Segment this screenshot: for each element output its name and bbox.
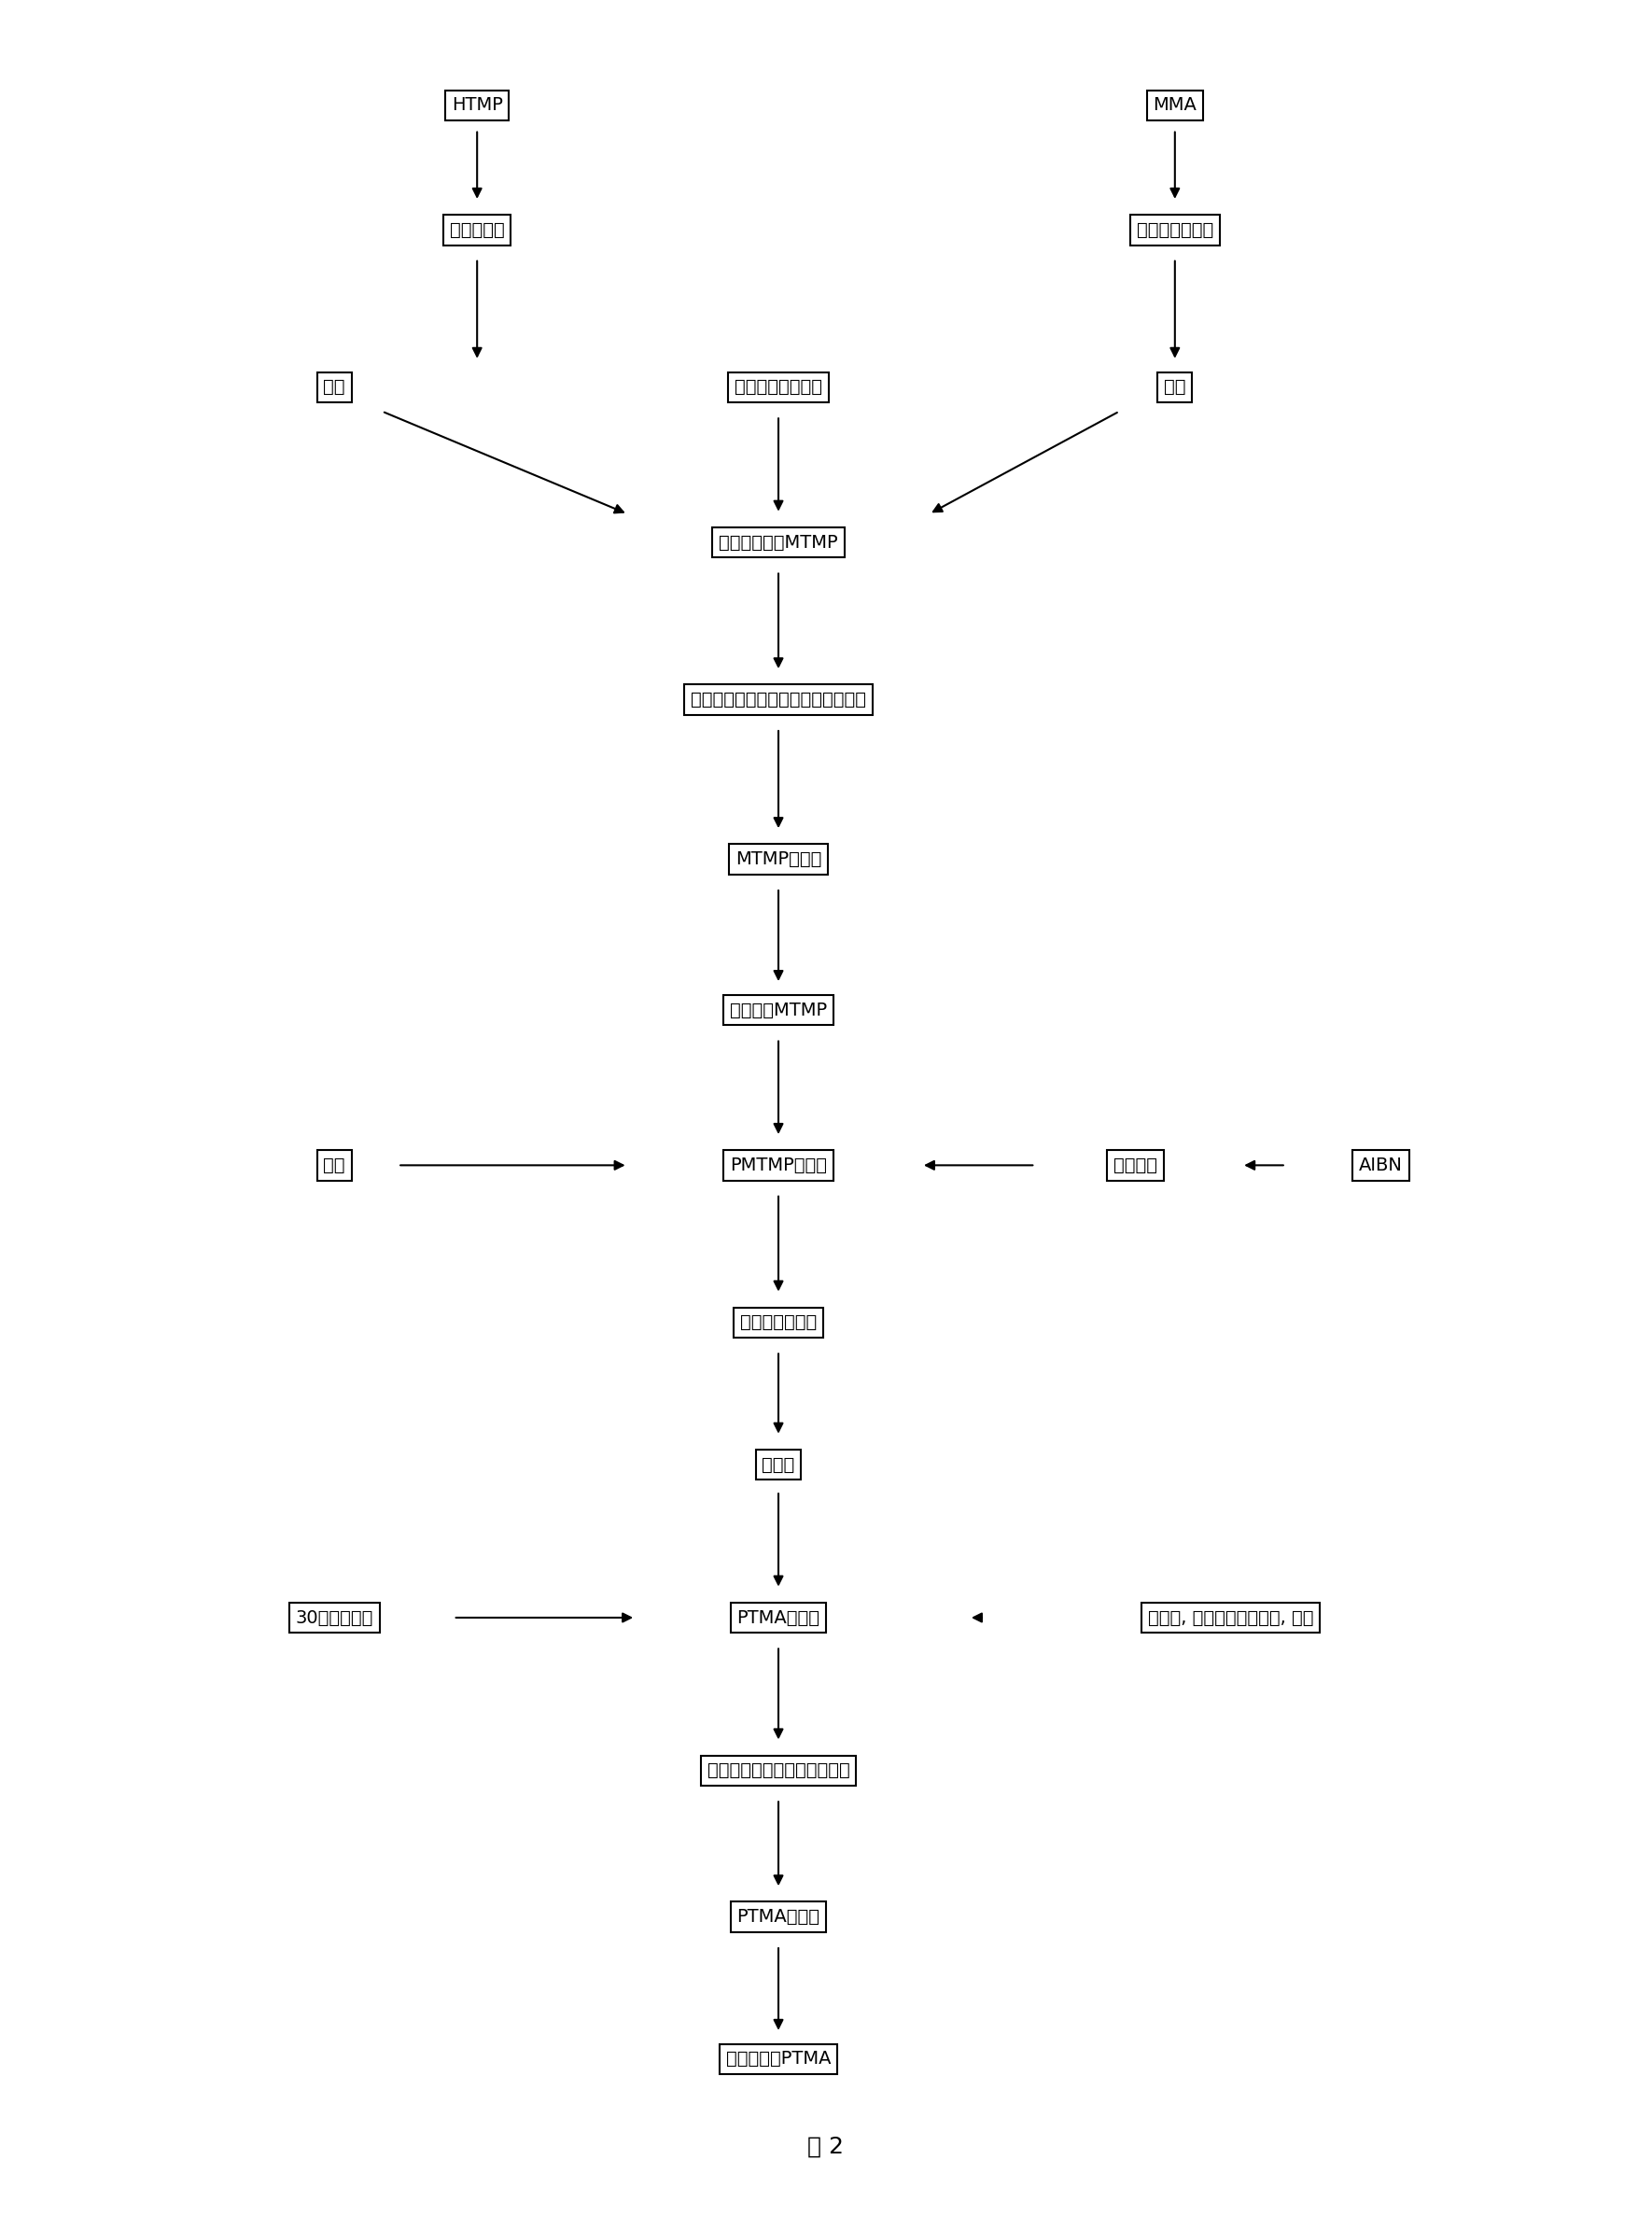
Text: 酯交换法制备MTMP: 酯交换法制备MTMP (719, 533, 838, 551)
Text: MTMP的纯化: MTMP的纯化 (735, 850, 821, 867)
Text: 减压蒸馏去掉过量的甲基丙烯酸甲酯: 减压蒸馏去掉过量的甲基丙烯酸甲酯 (691, 691, 866, 709)
Text: 催化剂制备及纯化: 催化剂制备及纯化 (735, 379, 823, 397)
Text: 钨酸钠, 乙二胺四乙酸二钠, 甲醇: 钨酸钠, 乙二胺四乙酸二钠, 甲醇 (1148, 1608, 1313, 1626)
Text: PTMA的纯化: PTMA的纯化 (737, 1909, 819, 1927)
Text: 重结晶纯化: 重结晶纯化 (449, 221, 504, 239)
Text: MMA: MMA (1153, 96, 1196, 114)
Text: 重结晶: 重结晶 (762, 1456, 795, 1474)
Text: 甲苯: 甲苯 (324, 1157, 345, 1175)
Text: PTMA的合成: PTMA的合成 (737, 1608, 819, 1626)
Text: 桔红色固体PTMA: 桔红色固体PTMA (725, 2049, 831, 2067)
Text: 干燥: 干燥 (1165, 379, 1186, 397)
Text: 压蒸馏去掉溶剂: 压蒸馏去掉溶剂 (740, 1313, 816, 1331)
Text: 干燥: 干燥 (324, 379, 345, 397)
Text: 30％过氧化氢: 30％过氧化氢 (296, 1608, 373, 1626)
Text: 减压蒸馏除去甲醇和大部分水: 减压蒸馏除去甲醇和大部分水 (707, 1762, 849, 1780)
Text: 白色结晶MTMP: 白色结晶MTMP (730, 1001, 828, 1019)
Text: 结晶纯化: 结晶纯化 (1113, 1157, 1156, 1175)
Text: PMTMP的合成: PMTMP的合成 (730, 1157, 828, 1175)
Text: HTMP: HTMP (451, 96, 502, 114)
Text: 图 2: 图 2 (808, 2136, 844, 2159)
Text: AIBN: AIBN (1360, 1157, 1403, 1175)
Text: 分子筛干燥纯化: 分子筛干燥纯化 (1137, 221, 1213, 239)
